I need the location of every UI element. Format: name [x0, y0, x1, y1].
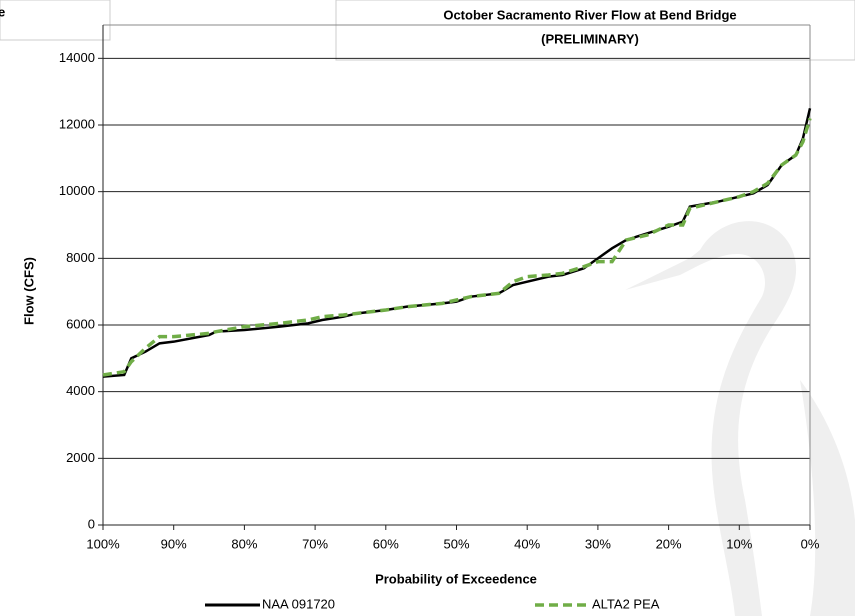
x-tick-label: 50%	[443, 536, 469, 551]
watermark	[625, 221, 855, 616]
series-line	[102, 117, 812, 377]
x-tick-label: 70%	[302, 536, 328, 551]
x-tick-label: 40%	[514, 536, 540, 551]
annotation: e	[0, 4, 5, 19]
y-tick-label: 6000	[66, 316, 95, 331]
chart-title: October Sacramento River Flow at Bend Br…	[443, 7, 736, 22]
series-line	[102, 108, 812, 378]
x-tick-label: 100%	[86, 536, 120, 551]
x-tick-label: 80%	[231, 536, 257, 551]
y-axis-label: Flow (CFS)	[21, 257, 36, 325]
y-tick-label: 0	[88, 516, 95, 531]
x-tick-label: 90%	[161, 536, 187, 551]
x-tick-label: 30%	[585, 536, 611, 551]
x-tick-label: 60%	[373, 536, 399, 551]
title-box	[335, 0, 855, 61]
y-tick-label: 4000	[66, 383, 95, 398]
y-tick-label: 12000	[59, 116, 95, 131]
x-tick-label: 20%	[656, 536, 682, 551]
y-tick-label: 8000	[66, 250, 95, 265]
x-tick-label: 10%	[726, 536, 752, 551]
x-axis-label: Probability of Exceedence	[375, 571, 537, 586]
y-tick-label: 2000	[66, 450, 95, 465]
y-tick-label: 14000	[59, 50, 95, 65]
x-tick-label: 0%	[801, 536, 820, 551]
chart-subtitle: (PRELIMINARY)	[541, 31, 639, 46]
y-tick-label: 10000	[59, 183, 95, 198]
legend-label: NAA 091720	[262, 596, 335, 611]
side-box	[0, 0, 111, 41]
legend-label: ALTA2 PEA	[592, 596, 660, 611]
